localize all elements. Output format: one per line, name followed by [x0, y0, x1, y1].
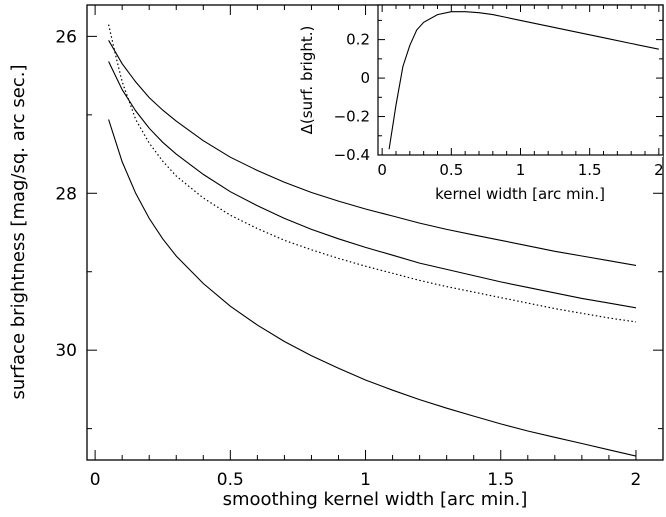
main-tick-labels: 0 0.5 1 1.5 2 26 28 30 — [55, 27, 641, 490]
inset-y-axis-label: Δ(surf. bright.) — [298, 26, 316, 135]
inset-series-group — [388, 11, 659, 150]
inset-y-tick-label: −0.4 — [334, 146, 370, 164]
main-y-tick-label: 26 — [55, 27, 77, 47]
main-series-group — [108, 24, 637, 457]
inset-chart: 0 0.5 1 1.5 2 −0.4 −0.2 0 0.2 kernel width [arc … — [298, 4, 664, 203]
inset-x-axis-label: kernel width [arc min.] — [435, 185, 605, 203]
main-x-tick-label: 0 — [90, 470, 101, 490]
main-y-tick-label: 30 — [55, 341, 77, 361]
inset-y-tick-label: 0 — [360, 69, 370, 87]
main-x-tick-label: 2 — [631, 470, 642, 490]
inset-tick-labels: 0 0.5 1 1.5 2 −0.4 −0.2 0 0.2 — [334, 31, 664, 179]
main-x-tick-label: 0.5 — [217, 470, 244, 490]
inset-background — [378, 5, 663, 157]
inset-y-tick-label: 0.2 — [346, 31, 370, 49]
inset-axis-ticks — [378, 5, 663, 156]
main-y-tick-label: 28 — [55, 184, 77, 204]
main-plot-frame — [86, 4, 664, 461]
main-x-axis-label: smoothing kernel width [arc min.] — [223, 489, 528, 510]
inset-series-line-1 — [388, 11, 659, 150]
inset-x-tick-label: 0 — [377, 161, 387, 179]
inset-y-tick-label: −0.2 — [334, 108, 370, 126]
main-series-line-4 — [108, 119, 637, 457]
main-series-line-2 — [108, 61, 637, 309]
inset-x-tick-label: 0.5 — [439, 161, 463, 179]
main-series-line-1 — [108, 40, 637, 266]
main-x-tick-label: 1 — [360, 470, 371, 490]
inset-x-tick-label: 1 — [516, 161, 526, 179]
main-x-tick-label: 1.5 — [487, 470, 514, 490]
inset-x-tick-label: 1.5 — [578, 161, 602, 179]
main-chart: 0 0.5 1 1.5 2 26 28 30 smoothing kernel width [… — [8, 4, 664, 510]
main-y-axis-label: surface brightness [mag/sq. arc sec.] — [8, 65, 29, 400]
inset-x-tick-label: 2 — [654, 161, 664, 179]
